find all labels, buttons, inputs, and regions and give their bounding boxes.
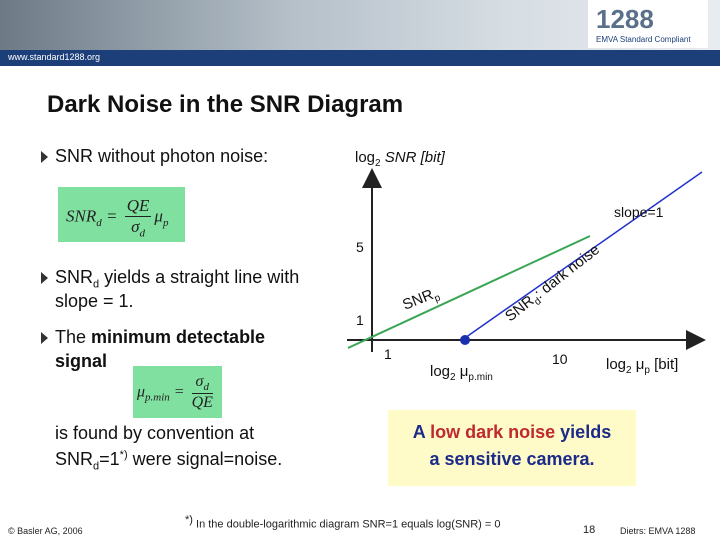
subscript: d bbox=[93, 278, 100, 291]
fraction: QE σd bbox=[124, 196, 152, 239]
formula-part: σ bbox=[195, 373, 204, 390]
text: SNR bbox=[55, 449, 94, 469]
min-point bbox=[460, 335, 470, 345]
denominator: σd bbox=[125, 217, 152, 239]
text: log bbox=[430, 363, 450, 380]
text: were signal=noise. bbox=[127, 449, 283, 469]
formula-box: SNRd = QE σd μp bbox=[58, 187, 185, 242]
x-axis-label: log2 μp [bit] bbox=[606, 356, 678, 376]
denominator: QE bbox=[191, 394, 213, 412]
title: Dark Noise in the SNR Diagram bbox=[47, 91, 404, 118]
text: log bbox=[355, 149, 375, 166]
numerator: σd bbox=[191, 373, 213, 395]
subscript: 2 bbox=[450, 372, 456, 383]
slope-label: slope=1 bbox=[614, 204, 664, 220]
text: μ bbox=[632, 356, 645, 373]
subscript: p bbox=[433, 292, 443, 304]
y-tick-label: 1 bbox=[356, 312, 364, 328]
formula-part: = bbox=[173, 383, 185, 401]
page-number: 18 bbox=[583, 524, 596, 536]
text: SNR bbox=[502, 292, 538, 325]
x-tick-label: 10 bbox=[552, 351, 568, 367]
text: : dark noise bbox=[531, 241, 603, 302]
bullet-icon bbox=[41, 151, 48, 163]
text: =1 bbox=[99, 449, 120, 469]
bold-text: minimum detectable bbox=[91, 327, 266, 347]
min-label: log2 μp.min bbox=[430, 363, 493, 383]
text: yields a straight line with bbox=[99, 267, 300, 287]
formula-part: SNR bbox=[66, 206, 97, 226]
header-strip bbox=[0, 50, 720, 66]
formula-part: μ bbox=[137, 383, 146, 401]
callout-line: a sensitive camera. bbox=[429, 449, 595, 469]
formula-sub: p.min bbox=[145, 391, 170, 404]
formula: SNRd = QE σd μp bbox=[66, 196, 168, 239]
copyright: © Basler AG, 2006 bbox=[8, 526, 83, 536]
subscript: 2 bbox=[626, 365, 632, 376]
fraction: σd QE bbox=[191, 373, 213, 412]
text: μ bbox=[456, 363, 469, 380]
text: log bbox=[606, 356, 626, 373]
snr-d-line bbox=[461, 171, 703, 341]
bullet-line: signal bbox=[55, 351, 108, 371]
formula: μp.min = σd QE bbox=[137, 373, 216, 412]
formula-sub: p bbox=[162, 217, 169, 229]
text-line: is found by convention at bbox=[55, 423, 255, 443]
subscript: 2 bbox=[375, 158, 381, 169]
text-line: SNRd=1*) were signal=noise. bbox=[55, 449, 282, 473]
formula-sub: d bbox=[139, 227, 146, 240]
text: yields bbox=[555, 422, 612, 442]
numerator: QE bbox=[124, 196, 152, 217]
highlight: low dark noise bbox=[430, 422, 556, 442]
callout: A low dark noise yields a sensitive came… bbox=[388, 410, 636, 486]
text: SNR [bit] bbox=[381, 149, 446, 166]
formula-part: μ bbox=[154, 206, 163, 226]
text: A bbox=[412, 422, 431, 442]
formula-box: μp.min = σd QE bbox=[133, 366, 222, 418]
author: Dietrs: EMVA 1288 bbox=[620, 526, 696, 536]
text: In the double-logarithmic diagram SNR=1 … bbox=[192, 518, 501, 531]
subscript: p.min bbox=[468, 372, 492, 383]
superscript: *) bbox=[185, 514, 193, 526]
subscript: p bbox=[644, 365, 650, 376]
bullet-icon bbox=[41, 332, 48, 344]
footnote: *) In the double-logarithmic diagram SNR… bbox=[185, 514, 501, 531]
url: www.standard1288.org bbox=[8, 52, 101, 62]
snr-p-line bbox=[347, 235, 591, 349]
bullet: The minimum detectable bbox=[55, 327, 265, 348]
bullet-line: slope = 1. bbox=[55, 291, 134, 311]
formula-part: σ bbox=[131, 217, 140, 236]
formula-sub: d bbox=[203, 381, 209, 394]
y-tick-label: 5 bbox=[356, 239, 364, 255]
snr-p-label: SNRp bbox=[400, 284, 442, 317]
text: [bit] bbox=[650, 356, 678, 373]
formula-part: = bbox=[105, 206, 118, 226]
bullet-icon bbox=[41, 272, 48, 284]
snr-d-label: SNRd: dark noise bbox=[502, 241, 605, 327]
superscript: *) bbox=[119, 449, 128, 461]
logo-subtitle: EMVA Standard Compliant bbox=[596, 35, 691, 44]
text: The bbox=[55, 327, 92, 347]
logo-box bbox=[588, 0, 708, 48]
callout-line: A low dark noise yields bbox=[388, 422, 636, 443]
y-axis-label: log2 SNR [bit] bbox=[355, 149, 446, 169]
logo: 1288 bbox=[596, 4, 654, 34]
text: SNR bbox=[55, 267, 94, 287]
subscript: d bbox=[93, 460, 100, 473]
formula-sub: d bbox=[96, 217, 102, 229]
bullet: SNR without photon noise: bbox=[55, 146, 269, 166]
bullet: SNRd yields a straight line with bbox=[55, 267, 299, 291]
subscript: d bbox=[532, 296, 543, 308]
x-tick-label: 1 bbox=[384, 346, 392, 362]
